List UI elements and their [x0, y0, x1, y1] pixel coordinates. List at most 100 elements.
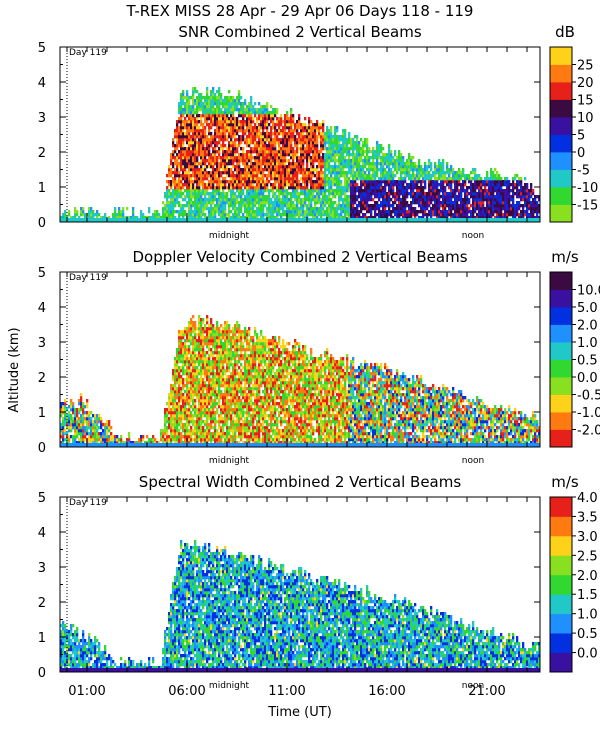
heatmap-cell — [468, 177, 471, 181]
heatmap-cell — [74, 441, 77, 445]
heatmap-cell — [140, 213, 143, 217]
heatmap-cell — [416, 165, 419, 169]
heatmap-cell — [260, 192, 263, 196]
heatmap-cell — [244, 120, 247, 124]
heatmap-cell — [330, 180, 333, 184]
heatmap-cell — [530, 216, 533, 220]
heatmap-cell — [190, 135, 193, 139]
heatmap-cell — [152, 213, 155, 217]
heatmap-cell — [424, 174, 427, 178]
heatmap-cell — [210, 162, 213, 166]
heatmap-cell — [412, 201, 415, 205]
heatmap-cell — [268, 189, 271, 193]
heatmap-cell — [288, 198, 291, 202]
heatmap-cell — [220, 159, 223, 163]
heatmap-cell — [284, 204, 287, 208]
heatmap-cell — [368, 198, 371, 202]
heatmap-cell — [254, 126, 257, 130]
heatmap-cell — [394, 180, 397, 184]
heatmap-cell — [174, 168, 177, 172]
heatmap-cell — [494, 186, 497, 190]
heatmap-cell — [488, 207, 491, 211]
heatmap-cell — [204, 108, 207, 112]
heatmap-cell — [394, 210, 397, 214]
heatmap-cell — [258, 201, 261, 205]
heatmap-cell — [228, 144, 231, 148]
heatmap-cell — [510, 204, 513, 208]
heatmap-cell — [458, 180, 461, 184]
heatmap-cell — [382, 207, 385, 211]
heatmap-cell — [288, 138, 291, 142]
heatmap-cell — [230, 147, 233, 151]
heatmap-cell — [416, 189, 419, 193]
heatmap-cell — [352, 159, 355, 163]
heatmap-cell — [246, 135, 249, 139]
heatmap-cell — [370, 204, 373, 208]
heatmap-cell — [222, 204, 225, 208]
heatmap-cell — [316, 135, 319, 139]
heatmap-cell — [400, 198, 403, 202]
heatmap-cell — [274, 177, 277, 181]
heatmap-cell — [230, 159, 233, 163]
colorbar-tick-label: 10 — [577, 111, 594, 126]
heatmap-cell — [208, 138, 211, 142]
heatmap-cell — [456, 204, 459, 208]
heatmap-cell — [246, 159, 249, 163]
heatmap-cell — [216, 171, 219, 175]
heatmap-cell — [332, 156, 335, 160]
heatmap-cell — [280, 120, 283, 124]
heatmap-cell — [388, 198, 391, 202]
heatmap-cell — [170, 195, 173, 199]
heatmap-cell — [466, 186, 469, 190]
heatmap-cell — [256, 189, 259, 193]
heatmap-cell — [366, 144, 369, 148]
heatmap-cell — [212, 120, 215, 124]
heatmap-cell — [184, 138, 187, 142]
heatmap-cell — [404, 162, 407, 166]
heatmap-cell — [216, 135, 219, 139]
heatmap-cell — [298, 213, 301, 217]
heatmap-cell — [382, 177, 385, 181]
heatmap-cell — [312, 156, 315, 160]
heatmap-cell — [312, 210, 315, 214]
heatmap-cell — [432, 186, 435, 190]
heatmap-cell — [202, 96, 205, 100]
heatmap-cell — [188, 120, 191, 124]
heatmap-cell — [400, 201, 403, 205]
heatmap-cell — [200, 120, 203, 124]
heatmap-cell — [492, 213, 495, 217]
heatmap-cell — [196, 102, 199, 106]
heatmap-cell — [246, 189, 249, 193]
heatmap-cell — [302, 210, 305, 214]
heatmap-cell — [238, 135, 241, 139]
heatmap-cell — [154, 213, 157, 217]
heatmap-cell — [236, 162, 239, 166]
heatmap-cell — [310, 195, 313, 199]
heatmap-cell — [374, 180, 377, 184]
heatmap-cell — [74, 216, 77, 220]
heatmap-cell — [192, 195, 195, 199]
heatmap-cell — [290, 162, 293, 166]
heatmap-cell — [480, 180, 483, 184]
heatmap-cell — [330, 147, 333, 151]
heatmap-cell — [212, 117, 215, 121]
heatmap-cell — [206, 189, 209, 193]
heatmap-cell — [454, 177, 457, 181]
heatmap-cell — [176, 126, 179, 130]
heatmap-cell — [282, 141, 285, 145]
heatmap-cell — [454, 186, 457, 190]
heatmap-cell — [204, 198, 207, 202]
heatmap-cell — [318, 132, 321, 136]
heatmap-cell — [290, 144, 293, 148]
heatmap-cell — [172, 198, 175, 202]
heatmap-cell — [286, 126, 289, 130]
heatmap-cell — [264, 180, 267, 184]
heatmap-cell — [176, 180, 179, 184]
heatmap-cell — [292, 213, 295, 217]
heatmap-cell — [272, 144, 275, 148]
heatmap-cell — [178, 213, 181, 217]
heatmap-cell — [268, 147, 271, 151]
heatmap-cell — [300, 132, 303, 136]
heatmap-cell — [180, 177, 183, 181]
heatmap-cell — [188, 162, 191, 166]
